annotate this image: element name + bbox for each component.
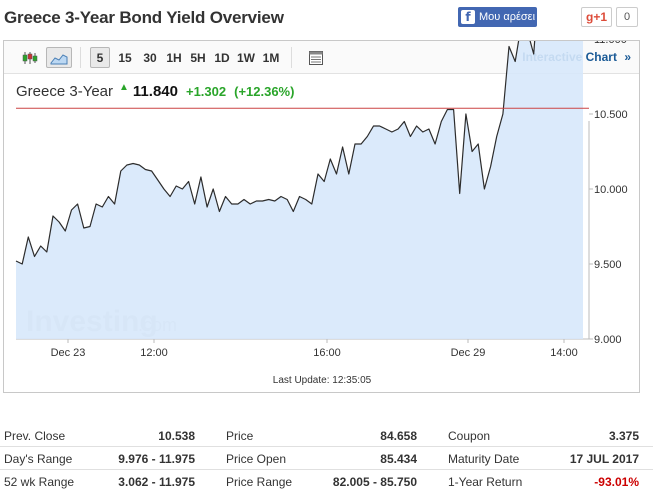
stat-label: Coupon — [448, 429, 491, 443]
google-plus-button[interactable]: g+1 — [581, 7, 612, 27]
stat-value: 17 JUL 2017 — [569, 452, 639, 466]
facebook-icon: f — [461, 10, 475, 24]
interval-1h[interactable]: 1H — [166, 50, 182, 65]
stat-value: -93.01% — [594, 475, 639, 489]
stat-value: 3.375 — [608, 429, 639, 443]
interval-30[interactable]: 30 — [143, 50, 157, 65]
interval-5h[interactable]: 5H — [190, 50, 206, 65]
stat-label: Price Open — [226, 452, 287, 466]
x-tick-label: 14:00 — [550, 347, 578, 359]
last-price: 11.840 — [132, 83, 178, 100]
page-title: Greece 3-Year Bond Yield Overview — [4, 8, 284, 27]
stat-label: 52 wk Range — [4, 475, 75, 489]
price-change: +1.302 — [185, 84, 227, 99]
price-change-percent: (+12.36%) — [234, 84, 295, 99]
interval-1w[interactable]: 1W — [237, 50, 255, 65]
candlestick-icon — [22, 51, 38, 64]
interval-1m[interactable]: 1M — [262, 50, 280, 65]
facebook-like-label: Μου αρέσει — [479, 11, 536, 23]
stat-label: Maturity Date — [448, 452, 520, 466]
x-tick-label: 16:00 — [313, 347, 341, 359]
stat-value: 85.434 — [380, 452, 417, 466]
instrument-name: Greece 3-Year — [16, 83, 114, 100]
stat-label: 1-Year Return — [448, 475, 523, 489]
toolbar-separator — [291, 47, 292, 68]
table-view-button[interactable] — [304, 47, 328, 68]
stat-label: Price Range — [226, 475, 293, 489]
x-tick-label: 12:00 — [140, 347, 168, 359]
interval-15[interactable]: 15 — [118, 50, 132, 65]
area-chart-icon — [50, 53, 68, 64]
google-plus-count: 0 — [616, 7, 638, 27]
interval-5[interactable]: 5 — [90, 47, 110, 68]
y-tick-label: 9.500 — [594, 259, 622, 271]
toolbar-separator — [80, 47, 81, 68]
interval-1d[interactable]: 1D — [214, 50, 230, 65]
series-line — [15, 41, 536, 265]
x-tick-label: Dec 29 — [451, 347, 486, 359]
y-tick-label: 11.000 — [594, 41, 627, 46]
stat-value: 84.658 — [380, 429, 417, 443]
table-icon — [309, 50, 323, 65]
table-row: 52 wk Range 3.062 - 11.975 Price Range 8… — [0, 471, 653, 491]
stat-value: 9.976 - 11.975 — [118, 452, 195, 466]
chart-panel: 5 15 30 1H 5H 1D 1W 1M Interactive Chart… — [3, 40, 640, 393]
table-row: Day's Range 9.976 - 11.975 Price Open 85… — [0, 448, 653, 470]
y-tick-label: 10.000 — [594, 184, 628, 196]
area-chart-button[interactable] — [46, 47, 72, 68]
stat-value: 82.005 - 85.750 — [332, 475, 417, 489]
price-chart: Investing.com11.84011.50011.00010.50010.… — [15, 41, 628, 386]
table-row: Prev. Close 10.538 Price 84.658 Coupon 3… — [0, 425, 653, 447]
stat-value: 3.062 - 11.975 — [118, 475, 195, 489]
facebook-like-button[interactable]: f Μου αρέσει — [458, 7, 537, 27]
double-chevron-right-icon: » — [624, 50, 631, 64]
y-tick-label: 10.500 — [594, 109, 628, 121]
x-tick-label: Dec 23 — [51, 347, 86, 359]
stat-label: Price — [226, 429, 254, 443]
series-area — [16, 41, 583, 339]
stat-label: Prev. Close — [4, 429, 66, 443]
last-update-label: Last Update: 12:35:05 — [273, 375, 372, 386]
quote-summary: Greece 3-Year ▲ 11.840 +1.302 (+12.36%) — [16, 82, 295, 103]
y-tick-label: 9.000 — [594, 334, 622, 346]
candlestick-chart-button[interactable] — [18, 47, 42, 68]
stat-label: Day's Range — [4, 452, 73, 466]
up-arrow-icon: ▲ — [119, 82, 129, 93]
stat-value: 10.538 — [158, 429, 195, 443]
